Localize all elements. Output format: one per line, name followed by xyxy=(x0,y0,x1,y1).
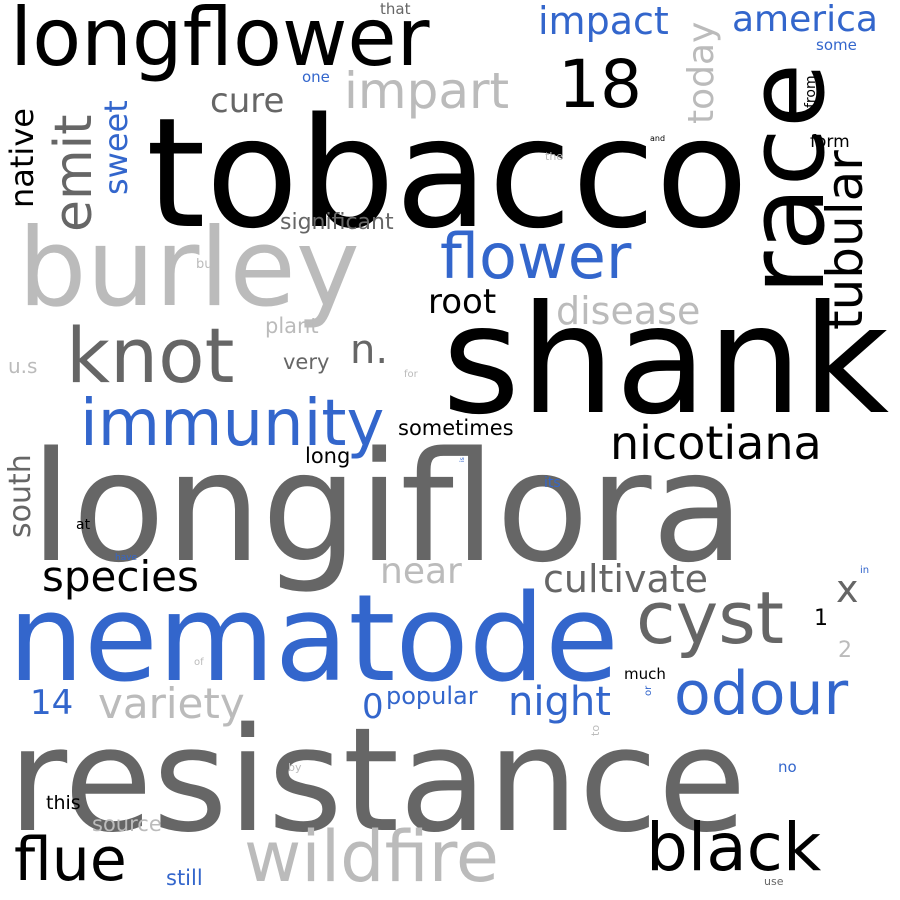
word-but: but xyxy=(196,257,218,272)
word-cultivate: cultivate xyxy=(543,557,709,601)
word-1: 1 xyxy=(814,606,828,631)
word-at: at xyxy=(76,517,91,533)
word-source: source xyxy=(92,812,162,836)
word-or: or xyxy=(643,685,654,696)
word-the: the xyxy=(545,150,564,163)
word-significant: significant xyxy=(280,210,394,235)
word-knot: knot xyxy=(66,311,235,400)
word-and: and xyxy=(650,134,666,143)
word-longiflora: longiflora xyxy=(30,419,745,596)
word-some: some xyxy=(816,36,857,54)
word-shank: shank xyxy=(442,274,890,448)
word-much: much xyxy=(624,665,666,683)
word-cyst: cyst xyxy=(636,576,784,660)
word-18: 18 xyxy=(558,46,642,123)
word-today: today xyxy=(681,21,722,124)
word-0: 0 xyxy=(362,687,384,727)
word-burley: burley xyxy=(18,206,360,331)
word-longflower: longflower xyxy=(10,0,430,84)
word-nicotiana: nicotiana xyxy=(610,416,822,470)
word-species: species xyxy=(42,552,199,601)
word-immunity: immunity xyxy=(80,387,385,461)
word-impart: impart xyxy=(344,62,510,120)
word-native: native xyxy=(3,108,41,208)
word-cure: cure xyxy=(210,81,285,121)
word-sometimes: sometimes xyxy=(398,416,514,440)
word-have: have xyxy=(115,553,138,563)
word-this: this xyxy=(46,792,81,814)
word-near: near xyxy=(380,551,462,592)
word-by: by xyxy=(288,761,302,774)
word-wildfire: wildfire xyxy=(244,816,499,898)
word-of: of xyxy=(194,657,204,668)
word-14: 14 xyxy=(30,683,74,723)
word-form: form xyxy=(810,132,850,152)
word-nematode: nematode xyxy=(8,570,619,709)
word-resistance: resistance xyxy=(8,696,747,864)
word-n: n. xyxy=(350,327,389,373)
word-disease: disease xyxy=(556,289,701,333)
word-from: from xyxy=(803,75,819,108)
word-still: still xyxy=(166,866,203,890)
word-in: in xyxy=(860,565,870,576)
word-america: america xyxy=(732,0,878,40)
word-impact: impact xyxy=(538,0,669,43)
word-sweet: sweet xyxy=(97,100,135,195)
word-plant: plant xyxy=(265,314,319,338)
word-root: root xyxy=(428,282,497,322)
word-night: night xyxy=(508,679,611,725)
word-very: very xyxy=(283,350,330,374)
word-flower: flower xyxy=(440,220,632,293)
word-one: one xyxy=(302,68,330,86)
word-no: no xyxy=(778,758,797,776)
word-popular: popular xyxy=(386,682,478,710)
word-x: x xyxy=(836,567,859,611)
word-us: u.s xyxy=(8,354,38,378)
word-odour: odour xyxy=(674,659,849,729)
word-emit: emit xyxy=(44,114,104,232)
word-is: is xyxy=(459,457,466,462)
word-variety: variety xyxy=(98,679,245,728)
word-use: use xyxy=(764,875,784,888)
word-that: that xyxy=(380,0,411,18)
word-for: for xyxy=(404,369,418,380)
word-its: its xyxy=(544,475,561,491)
word-tobacco: tobacco xyxy=(146,85,749,262)
word-black: black xyxy=(646,809,822,886)
word-2: 2 xyxy=(838,638,852,663)
word-long: long xyxy=(305,444,351,468)
word-to: to xyxy=(589,724,602,736)
word-flue: flue xyxy=(14,825,127,895)
word-south: south xyxy=(3,454,38,538)
word-tubular: tubular xyxy=(816,150,874,330)
